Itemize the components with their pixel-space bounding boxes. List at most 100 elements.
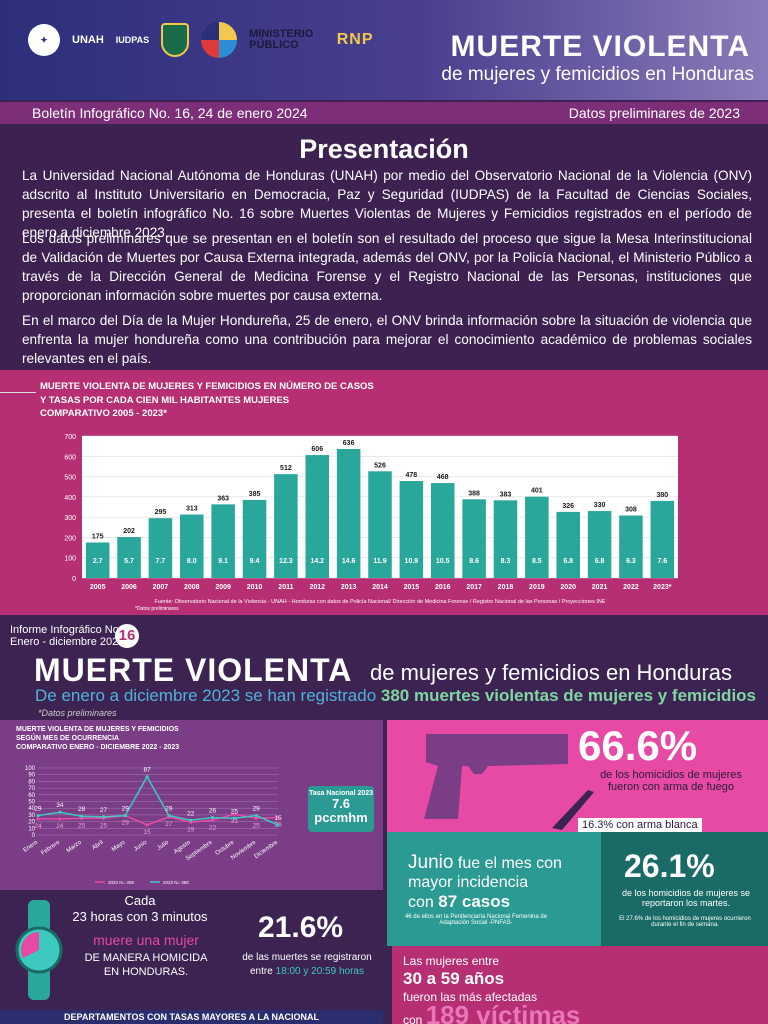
- chart1-bar: [650, 500, 675, 578]
- chart1-x-tick-label: 2011: [278, 584, 293, 591]
- chart1-x-tick-label: 2008: [184, 584, 200, 591]
- presentation-paragraph-3: En el marco del Día de la Mujer Hondureñ…: [22, 313, 752, 366]
- chart2-point: [276, 815, 280, 820]
- chart2-subtitle2: COMPARATIVO ENERO - DICIEMBRE 2022 - 202…: [16, 744, 180, 751]
- chart1-y-tick-label: 700: [64, 434, 76, 441]
- chart2-point: [189, 818, 193, 822]
- chart1-x-tick-label: 2016: [435, 584, 451, 591]
- chart2-value-label: 27: [100, 807, 108, 814]
- frequency-line5: EN HONDURAS.: [103, 966, 189, 978]
- chart2-point: [232, 812, 236, 816]
- evening-line1: de las muertes se registraron: [242, 952, 372, 963]
- bulletin-band: Boletín Infográfico No. 16, 24 de enero …: [0, 102, 768, 124]
- chart2-value-label: 28: [78, 806, 86, 813]
- knife-icon: [552, 790, 594, 830]
- chart1-rate-label: 7.6: [657, 558, 667, 565]
- chart2-y-tick-label: 20: [28, 820, 35, 826]
- chart2-series-line: [37, 775, 279, 826]
- chart1-x-tick-label: 2005: [90, 584, 106, 591]
- chart1-bar: [180, 514, 204, 578]
- chart1-rate-label: 7.7: [156, 558, 166, 565]
- chart1-bar: [587, 511, 612, 578]
- chart2-value-label: 26: [209, 808, 217, 815]
- chart2-value-label: 34: [56, 802, 64, 809]
- frequency-text: Cada 23 horas con 3 minutos: [30, 893, 250, 925]
- chart1-bar: [274, 474, 298, 578]
- chart2-point: [80, 814, 84, 818]
- chart1-bar: [556, 511, 580, 578]
- chart1-bar: [399, 481, 424, 578]
- chart1-rate-label: 6.8: [563, 558, 573, 565]
- chart1-rate-label: 14.2: [310, 558, 324, 565]
- chart1-y-tick-label: 500: [64, 475, 76, 482]
- chart2-value-label: 25: [78, 822, 86, 829]
- age-range: 30 a 59 años: [403, 969, 505, 988]
- chart2-value-label: 25: [231, 808, 239, 815]
- iudpas-logo: IUDPAS: [115, 35, 150, 45]
- chart1-rate-label: 11.9: [373, 558, 386, 565]
- chart2-x-tick-label: Diciembre: [254, 839, 280, 860]
- chart1-x-tick-label: 2014: [372, 584, 388, 591]
- firearm-text: de los homicidios de mujeres fueron con …: [600, 769, 742, 793]
- chart1-value-label: 606: [311, 446, 323, 453]
- evening-percent: 21.6%: [258, 911, 344, 944]
- chart2-point: [210, 815, 215, 820]
- chart2-point: [58, 810, 62, 814]
- june-text-2: mayor incidencia: [408, 874, 529, 891]
- chart1-value-label: 295: [155, 509, 167, 516]
- tuesday-panel: [601, 832, 768, 946]
- chart1-value-label: 385: [249, 491, 261, 498]
- headline-bold: 380 muertes violentas de mujeres y femic…: [380, 686, 757, 705]
- chart1-x-tick-label: 2012: [309, 584, 325, 591]
- chart1-value-label: 202: [123, 528, 135, 535]
- chart1-bar: [493, 500, 518, 578]
- chart1-rate-label: 5.7: [124, 558, 134, 565]
- chart1-total: N = 7 475: [88, 440, 141, 454]
- infographic-label: Informe Infográfico No. Enero - diciembr…: [10, 624, 124, 648]
- ministerio-publico-emblem-icon: [201, 22, 238, 58]
- chart1-y-tick-label: 300: [64, 515, 76, 522]
- chart1-value-label: 512: [280, 465, 292, 472]
- chart1-bar: [242, 499, 267, 578]
- unah-logo: UNAH: [72, 34, 104, 46]
- chart2-point: [145, 775, 149, 779]
- age-text: Las mujeres entre 30 a 59 años fueron la…: [403, 952, 580, 1024]
- chart2-value-label: 19: [187, 826, 195, 833]
- chart1-value-label: 175: [92, 534, 104, 541]
- chart1-x-tick-label: 2021: [592, 584, 608, 591]
- chart2-value-label: 15: [274, 815, 282, 822]
- chart1-bar: [85, 542, 110, 578]
- frequency-emphasis: muere una mujer: [93, 932, 199, 948]
- page-subtitle: de mujeres y femicidios en Honduras: [441, 64, 754, 85]
- chart1-bar: [211, 504, 235, 578]
- frequency-detail: DE MANERA HOMICIDA EN HONDURAS.: [36, 951, 256, 979]
- chart1-value-label: 636: [343, 440, 355, 447]
- chart2-value-label: 31: [231, 818, 239, 825]
- chart1-bar: [619, 515, 643, 578]
- infographic-number-badge: 16: [115, 624, 139, 648]
- tuesday-text: de los homicidios de mujeres se reportar…: [621, 888, 751, 908]
- logo-row: ✦ UNAH IUDPAS MINISTERIO PÚBLICO RNP: [28, 20, 379, 60]
- weekend-note: El 27.6% de los homicidios de mujeres oc…: [619, 916, 751, 928]
- chart2-point: [276, 823, 280, 827]
- chart2-value-label: 24: [56, 823, 64, 830]
- presentation-title: Presentación: [299, 134, 469, 164]
- chart-title-rule: [0, 392, 36, 393]
- chart2-series-line: [38, 813, 279, 826]
- chart1-x-tick-label: 2015: [404, 584, 420, 591]
- chart1-rate-label: 2.7: [93, 558, 103, 565]
- chart1-rate-label: 6.3: [626, 558, 636, 565]
- age-panel: [392, 946, 768, 1024]
- infographic-subtitle: de mujeres y femicidios en Honduras: [370, 660, 732, 685]
- pistol-icon: [424, 734, 568, 819]
- chart1-rate-label: 8.6: [469, 558, 479, 565]
- june-text: Junio fue el mes con mayor incidencia co…: [408, 852, 562, 912]
- age-victims: 189 víctimas: [425, 1000, 581, 1024]
- national-rate-box: Tasa Nacional 2023 7.6 pccmhm: [308, 786, 374, 832]
- chart2-point: [254, 816, 258, 820]
- chart2-title: MUERTE VIOLENTA DE MUJERES Y FEMICIDIOS: [16, 726, 179, 733]
- rate-unit: pccmhm: [314, 810, 368, 825]
- chart2-value-label: 27: [165, 821, 173, 828]
- chart1-x-tick-label: 2017: [466, 584, 482, 591]
